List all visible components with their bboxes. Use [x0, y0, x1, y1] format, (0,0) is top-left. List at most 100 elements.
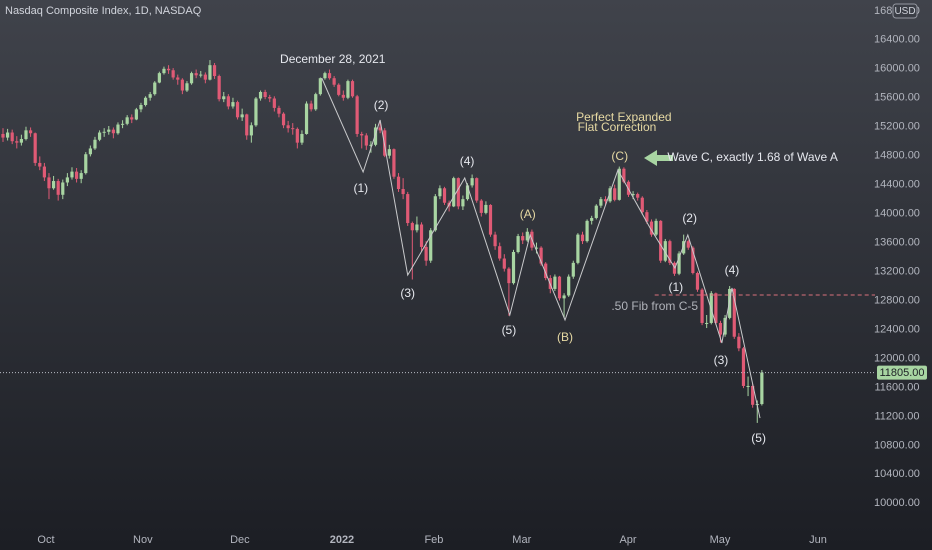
candle-body	[70, 171, 74, 178]
candle-body	[51, 181, 56, 189]
candle-body	[295, 128, 299, 143]
arrow-head	[644, 150, 657, 166]
candle-body	[254, 98, 258, 126]
y-tick-label: 14800.00	[874, 150, 920, 162]
candle-body	[176, 77, 180, 80]
candle-body	[663, 241, 667, 261]
candle-body	[88, 148, 92, 155]
candle-body	[649, 221, 654, 235]
candle-body	[438, 188, 442, 197]
candle-body	[24, 130, 28, 140]
x-tick-label: May	[710, 534, 731, 546]
annotation: (2)	[682, 211, 697, 225]
candle-body	[93, 139, 97, 149]
candle-body	[452, 178, 456, 207]
candle-body	[258, 91, 263, 99]
candle-body	[231, 102, 235, 107]
candle-body	[387, 149, 391, 156]
y-tick-label: 13200.00	[874, 265, 920, 277]
candle-body	[79, 173, 83, 179]
candle-body	[185, 83, 189, 91]
candle-body	[139, 105, 143, 110]
candle-body	[682, 241, 686, 254]
y-tick-label: 15600.00	[874, 92, 920, 104]
last-price-box	[877, 365, 927, 380]
annotation: (A)	[520, 207, 536, 221]
candle-body	[433, 196, 437, 231]
candle-body	[525, 231, 529, 241]
y-tick-label: 10800.00	[874, 439, 920, 451]
candle-body	[507, 268, 511, 284]
x-tick-label: Oct	[37, 534, 54, 546]
candle-body	[166, 68, 171, 71]
candle-body	[111, 129, 115, 134]
candle-body	[392, 149, 396, 177]
x-tick-label: Jun	[809, 534, 827, 546]
candle-body	[424, 246, 428, 261]
annotation: (5)	[751, 431, 766, 445]
candle-body	[281, 113, 286, 126]
candle-body	[718, 322, 723, 335]
candle-body	[659, 220, 663, 261]
candle-body	[585, 220, 589, 242]
candle-body	[1, 133, 5, 138]
annotation: Flat Correction	[578, 120, 657, 134]
candle-body	[521, 236, 525, 241]
candle-body	[350, 81, 355, 97]
candle-body	[580, 234, 585, 242]
y-tick-label: 13600.00	[874, 236, 920, 248]
candle-body	[645, 212, 649, 222]
candle-body	[120, 123, 125, 125]
candle-body	[102, 131, 106, 133]
annotation: (B)	[557, 330, 573, 344]
annotation: (5)	[502, 323, 517, 337]
candle-body	[553, 276, 557, 289]
candle-body	[249, 125, 253, 136]
candle-body	[594, 205, 598, 218]
candle-body	[640, 197, 644, 213]
x-tick-label: Dec	[230, 534, 250, 546]
candle-body	[705, 322, 709, 324]
y-tick-label: 16000.00	[874, 63, 920, 75]
candle-body	[737, 336, 741, 349]
candle-body	[286, 125, 290, 129]
candle-body	[157, 73, 161, 83]
candle-body	[15, 141, 19, 143]
x-tick-label: 2022	[330, 534, 354, 546]
candle-body	[212, 65, 217, 77]
y-tick-label: 11600.00	[874, 381, 919, 393]
candle-body	[631, 194, 635, 196]
candle-body	[346, 81, 350, 98]
candle-body	[502, 258, 506, 269]
candle-body	[613, 188, 617, 200]
x-tick-label: Nov	[133, 534, 153, 546]
candle-body	[429, 230, 433, 261]
y-tick-label: 14400.00	[874, 179, 920, 191]
candle-body	[360, 133, 364, 136]
candle-body	[364, 135, 368, 146]
annotation: (4)	[460, 154, 475, 168]
candle-body	[203, 74, 207, 80]
candle-body	[590, 217, 594, 221]
y-tick-label: 12000.00	[874, 352, 920, 364]
candle-body	[314, 94, 318, 110]
candle-body	[38, 162, 42, 167]
candle-body	[401, 189, 405, 195]
candle-body	[571, 262, 575, 277]
y-tick-label: 10000.00	[874, 497, 920, 509]
annotation: (C)	[611, 149, 628, 163]
candle-body	[746, 385, 750, 387]
candle-body	[337, 84, 341, 95]
candle-body	[470, 178, 474, 186]
candle-body	[567, 276, 571, 296]
candle-body	[442, 188, 447, 203]
candle-body	[245, 114, 249, 136]
candle-body	[130, 117, 134, 120]
candle-body	[208, 65, 212, 80]
candle-body	[19, 139, 23, 143]
candle-body	[378, 127, 382, 131]
y-tick-label: 12800.00	[874, 294, 920, 306]
candle-body	[5, 132, 10, 138]
candle-body	[654, 220, 658, 235]
